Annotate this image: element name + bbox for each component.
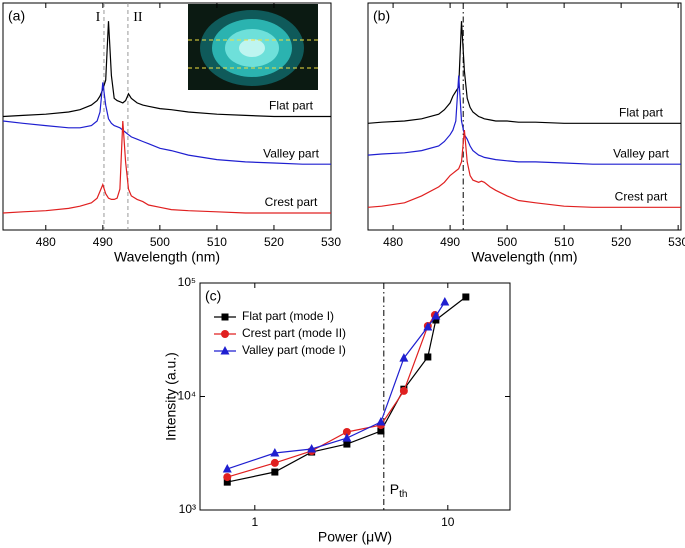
marker — [440, 297, 450, 306]
marker — [270, 458, 279, 467]
threshold-label-sub: th — [399, 489, 407, 500]
marker — [377, 427, 385, 435]
peak-label: I — [96, 10, 101, 25]
panel-label: (a) — [8, 8, 25, 24]
x-tick-label: 500 — [150, 235, 170, 249]
legend-marker — [221, 313, 229, 321]
marker — [223, 478, 231, 486]
x-tick-label: 480 — [383, 235, 403, 249]
marker — [424, 353, 432, 361]
peak-label: II — [133, 10, 143, 25]
legend-label: Flat part (mode I) — [242, 309, 334, 323]
marker — [432, 316, 440, 324]
y-axis-title: Intensity (a.u.) — [163, 352, 179, 441]
y-tick-label: 10⁴ — [177, 389, 196, 403]
marker — [399, 386, 408, 395]
marker — [270, 447, 280, 457]
marker — [343, 440, 351, 448]
series-label: Crest part — [265, 195, 318, 209]
panel-label: (c) — [205, 288, 221, 304]
x-axis-title: Wavelength (nm) — [114, 249, 220, 265]
series-line — [367, 21, 681, 124]
marker — [307, 443, 317, 453]
x-tick-label: 490 — [93, 235, 113, 249]
marker — [342, 433, 352, 442]
inset-image — [188, 4, 318, 90]
marker — [423, 321, 433, 331]
marker — [431, 310, 441, 320]
x-tick-label: 510 — [554, 235, 574, 249]
marker — [222, 463, 232, 473]
legend-label: Crest part (mode II) — [242, 326, 346, 340]
legend-marker — [220, 346, 230, 355]
series-line — [2, 21, 331, 118]
series-line — [367, 130, 681, 208]
legend-marker — [221, 330, 229, 338]
y-tick-label: 10⁵ — [178, 275, 196, 289]
x-tick-label: 1 — [251, 515, 258, 529]
x-axis-title: Wavelength (nm) — [471, 249, 577, 265]
panel-label: (b) — [373, 8, 390, 24]
x-tick-label: 480 — [36, 235, 56, 249]
series-label: Valley part — [613, 146, 669, 160]
marker — [223, 473, 232, 482]
x-axis-title: Power (μW) — [318, 529, 392, 545]
x-tick-label: 500 — [497, 235, 517, 249]
plot-frame — [367, 2, 682, 231]
marker — [462, 293, 470, 301]
marker — [376, 417, 386, 426]
series-label: Flat part — [269, 99, 314, 113]
legend-label: Valley part (mode I) — [242, 343, 346, 357]
marker — [271, 468, 279, 476]
threshold-label: Pth — [390, 481, 408, 500]
x-tick-label: 490 — [440, 235, 460, 249]
x-tick-label: 530 — [321, 235, 341, 249]
series-label: Flat part — [619, 105, 664, 119]
x-tick-label: 510 — [207, 235, 227, 249]
y-tick-label: 10³ — [179, 502, 196, 516]
marker — [399, 353, 409, 362]
series-line — [2, 120, 331, 214]
x-tick-label: 520 — [264, 235, 284, 249]
series-label: Valley part — [263, 146, 319, 160]
marker — [342, 427, 351, 436]
series-line — [367, 75, 681, 165]
series-label: Crest part — [615, 189, 668, 203]
series-line — [2, 82, 331, 165]
x-tick-label: 530 — [668, 235, 685, 249]
x-tick-label: 10 — [441, 515, 455, 529]
threshold-label-main: P — [390, 481, 399, 497]
series-line — [227, 314, 436, 478]
x-tick-label: 520 — [611, 235, 631, 249]
